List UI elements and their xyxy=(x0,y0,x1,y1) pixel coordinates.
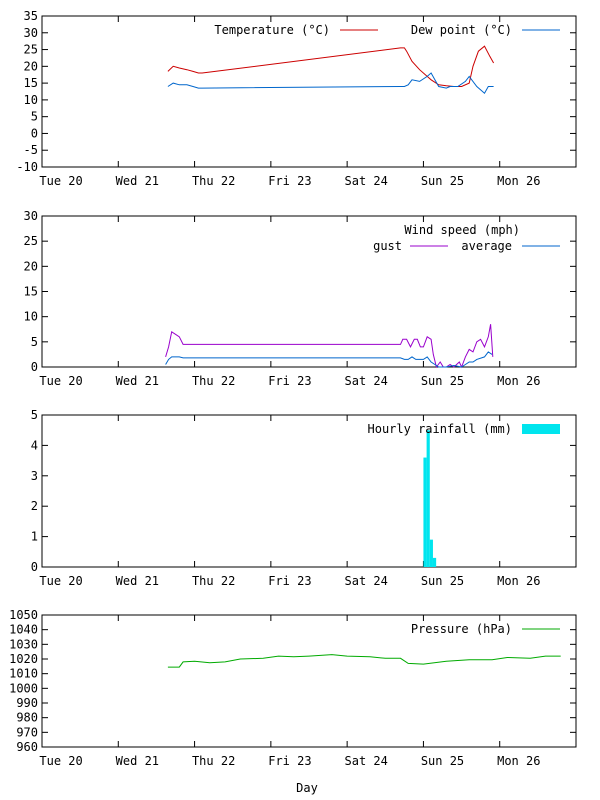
legend-label: Pressure (hPa) xyxy=(411,622,512,636)
x-tick-label: Wed 21 xyxy=(116,174,159,188)
y-tick-label: 1040 xyxy=(9,623,38,637)
plot-frame xyxy=(41,414,577,568)
y-tick-label: 35 xyxy=(24,9,38,23)
y-tick-label: 3 xyxy=(31,469,38,483)
y-tick-label: 0 xyxy=(31,360,38,374)
x-tick-label: Thu 22 xyxy=(192,754,235,768)
y-tick-label: 1020 xyxy=(9,652,38,666)
x-tick-label: Thu 22 xyxy=(192,574,235,588)
x-tick-label: Sun 25 xyxy=(421,174,464,188)
rain-bar xyxy=(429,539,433,567)
x-tick-label: Tue 20 xyxy=(39,374,82,388)
y-tick-label: 25 xyxy=(24,43,38,57)
x-tick-label: Sat 24 xyxy=(345,374,388,388)
series-line-2 xyxy=(167,72,494,94)
x-tick-label: Wed 21 xyxy=(116,754,159,768)
series-line-2 xyxy=(165,351,493,368)
x-tick-label: Sun 25 xyxy=(421,574,464,588)
y-tick-label: 4 xyxy=(31,438,38,452)
y-tick-label: 1050 xyxy=(9,608,38,622)
y-tick-label: 970 xyxy=(16,725,38,739)
x-tick-label: Sun 25 xyxy=(421,754,464,768)
y-tick-label: 960 xyxy=(16,740,38,754)
y-tick-label: 10 xyxy=(24,310,38,324)
x-tick-label: Wed 21 xyxy=(116,374,159,388)
y-tick-label: 5 xyxy=(31,408,38,422)
legend-label: Dew point (°C) xyxy=(411,23,512,37)
y-tick-label: 990 xyxy=(16,696,38,710)
y-tick-label: 5 xyxy=(31,335,38,349)
x-tick-label: Fri 23 xyxy=(268,374,311,388)
legend-label: Hourly rainfall (mm) xyxy=(368,422,513,436)
y-tick-label: 15 xyxy=(24,76,38,90)
x-tick-label: Mon 26 xyxy=(497,174,540,188)
x-tick-label: Tue 20 xyxy=(39,574,82,588)
legend-label: average xyxy=(461,239,512,253)
y-tick-label: 15 xyxy=(24,285,38,299)
legend-label: gust xyxy=(373,239,402,253)
y-tick-label: 30 xyxy=(24,26,38,40)
y-tick-label: 0 xyxy=(31,126,38,140)
series-line-1 xyxy=(167,45,495,87)
x-tick-label: Sat 24 xyxy=(345,174,388,188)
y-tick-label: 5 xyxy=(31,110,38,124)
series-line-1 xyxy=(165,324,494,369)
y-tick-label: 1 xyxy=(31,530,38,544)
x-tick-label: Fri 23 xyxy=(268,574,311,588)
y-tick-label: 30 xyxy=(24,209,38,223)
y-tick-label: 10 xyxy=(24,93,38,107)
y-tick-label: 25 xyxy=(24,234,38,248)
rain-bar xyxy=(426,430,430,567)
x-tick-label: Sat 24 xyxy=(345,754,388,768)
y-tick-label: 980 xyxy=(16,711,38,725)
x-tick-label: Tue 20 xyxy=(39,754,82,768)
rain-bar xyxy=(423,457,427,567)
legend-label: Temperature (°C) xyxy=(214,23,330,37)
plot-frame xyxy=(41,614,577,748)
y-tick-label: 20 xyxy=(24,259,38,273)
x-tick-label: Sat 24 xyxy=(345,574,388,588)
x-tick-label: Sun 25 xyxy=(421,374,464,388)
x-tick-label: Mon 26 xyxy=(497,754,540,768)
plot-frame xyxy=(41,15,577,168)
y-tick-label: 1010 xyxy=(9,667,38,681)
y-tick-label: 0 xyxy=(31,560,38,574)
x-axis-label: Day xyxy=(296,781,318,795)
x-tick-label: Thu 22 xyxy=(192,174,235,188)
rain-bar xyxy=(432,557,437,567)
x-tick-label: Tue 20 xyxy=(39,174,82,188)
x-tick-label: Fri 23 xyxy=(268,174,311,188)
x-tick-label: Mon 26 xyxy=(497,374,540,388)
x-tick-label: Fri 23 xyxy=(268,754,311,768)
legend-swatch xyxy=(522,424,560,434)
y-tick-label: -5 xyxy=(24,143,38,157)
legend-title: Wind speed (mph) xyxy=(404,223,520,237)
x-tick-label: Wed 21 xyxy=(116,574,159,588)
y-tick-label: 2 xyxy=(31,499,38,513)
y-tick-label: 1030 xyxy=(9,637,38,651)
x-tick-label: Mon 26 xyxy=(497,574,540,588)
y-tick-label: 20 xyxy=(24,59,38,73)
y-tick-label: 1000 xyxy=(9,681,38,695)
y-tick-label: -10 xyxy=(16,160,38,174)
x-tick-label: Thu 22 xyxy=(192,374,235,388)
series-line-1 xyxy=(167,654,561,668)
